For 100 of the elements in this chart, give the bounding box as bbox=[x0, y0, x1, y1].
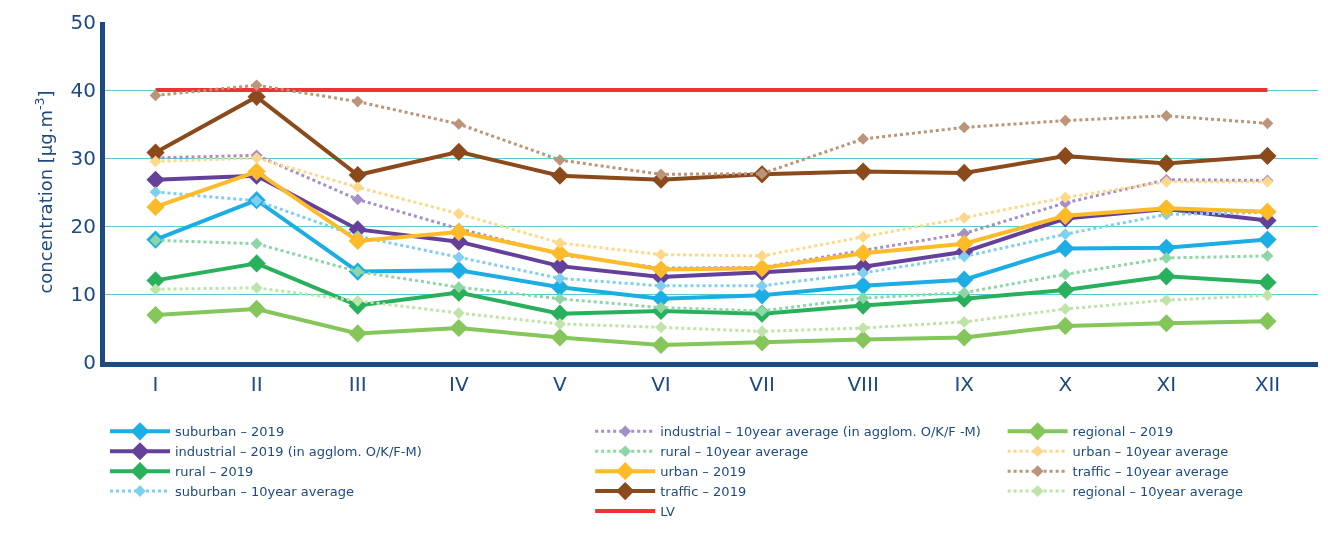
point bbox=[1261, 117, 1274, 130]
point bbox=[146, 305, 165, 325]
point bbox=[550, 166, 569, 185]
point bbox=[1056, 280, 1075, 300]
point bbox=[1258, 202, 1277, 221]
point bbox=[1261, 250, 1274, 262]
point bbox=[655, 279, 667, 292]
point bbox=[854, 330, 873, 349]
point bbox=[452, 307, 465, 319]
x-tick-label: VIII bbox=[847, 372, 879, 396]
point bbox=[756, 279, 768, 292]
point bbox=[752, 286, 772, 305]
y-tick-label: 0 bbox=[83, 350, 96, 374]
x-tick-label: VI bbox=[651, 372, 671, 396]
point bbox=[351, 181, 364, 194]
legend-label: urban – 10year average bbox=[1072, 444, 1229, 460]
point bbox=[250, 282, 263, 294]
point bbox=[1056, 316, 1075, 336]
point bbox=[149, 89, 162, 102]
point bbox=[1261, 289, 1274, 302]
point bbox=[756, 325, 768, 338]
x-tick-label: II bbox=[250, 372, 263, 396]
y-tick-label: 30 bbox=[70, 146, 96, 170]
point bbox=[854, 276, 873, 295]
point bbox=[1059, 303, 1072, 315]
point bbox=[1059, 191, 1072, 204]
point bbox=[449, 261, 468, 280]
y-tick-label: 50 bbox=[70, 10, 96, 34]
legend-label: traffic – 2019 bbox=[660, 484, 747, 500]
legend-label: rural – 2019 bbox=[175, 464, 254, 480]
point bbox=[250, 237, 263, 250]
point bbox=[449, 318, 468, 338]
point bbox=[149, 283, 162, 296]
legend-label: regional – 2019 bbox=[1072, 424, 1174, 440]
point bbox=[958, 316, 971, 328]
y-tick-label: 40 bbox=[70, 78, 96, 102]
x-tick-label: V bbox=[553, 372, 568, 396]
point bbox=[958, 211, 971, 224]
point bbox=[955, 270, 974, 289]
x-tick-label: III bbox=[348, 372, 367, 396]
point bbox=[550, 244, 569, 263]
point bbox=[1056, 146, 1075, 166]
point bbox=[452, 251, 465, 264]
x-tick-label: XII bbox=[1254, 372, 1281, 396]
point bbox=[651, 335, 671, 355]
x-tick-label: VII bbox=[749, 372, 775, 396]
point bbox=[1059, 114, 1072, 127]
point bbox=[452, 207, 465, 220]
legend-label: regional – 10year average bbox=[1072, 484, 1243, 500]
point bbox=[550, 257, 569, 276]
point bbox=[554, 318, 566, 330]
point bbox=[955, 163, 974, 183]
point bbox=[348, 324, 367, 343]
legend-label: industrial – 2019 (in agglom. O/K/F-M) bbox=[175, 444, 422, 460]
point bbox=[857, 231, 869, 243]
point bbox=[955, 328, 974, 347]
point bbox=[449, 223, 468, 242]
point bbox=[149, 155, 162, 168]
x-tick-label: XI bbox=[1156, 372, 1177, 396]
x-tick-label: IX bbox=[954, 372, 975, 396]
legend-label: suburban – 10year average bbox=[175, 484, 354, 500]
point bbox=[1157, 267, 1176, 286]
point bbox=[854, 162, 873, 181]
legend-label: industrial – 10year average (in agglom. O/K/F -M) bbox=[660, 424, 981, 440]
point bbox=[1160, 252, 1173, 264]
point bbox=[1258, 146, 1277, 166]
point bbox=[1157, 314, 1176, 333]
point bbox=[1059, 228, 1072, 241]
point bbox=[554, 292, 566, 305]
legend-label: rural – 10year average bbox=[660, 444, 809, 460]
point bbox=[1258, 230, 1277, 249]
point bbox=[348, 165, 367, 185]
point bbox=[149, 186, 162, 198]
point bbox=[452, 281, 465, 294]
point bbox=[752, 333, 772, 352]
point bbox=[452, 118, 465, 130]
legend-label: LV bbox=[660, 504, 676, 520]
legend-label: urban – 2019 bbox=[660, 464, 747, 480]
point bbox=[1160, 109, 1173, 122]
point bbox=[250, 79, 263, 92]
y-tick-label: 20 bbox=[70, 214, 96, 238]
point bbox=[854, 244, 873, 263]
point bbox=[348, 231, 367, 251]
point bbox=[752, 259, 772, 278]
point bbox=[958, 286, 971, 299]
legend-label: traffic – 10year average bbox=[1072, 464, 1229, 480]
point bbox=[857, 267, 869, 279]
x-tick-label: IV bbox=[448, 372, 469, 396]
point bbox=[1157, 154, 1176, 173]
point bbox=[554, 272, 566, 285]
point bbox=[1157, 238, 1176, 257]
point bbox=[550, 328, 569, 347]
point bbox=[1258, 312, 1277, 331]
point bbox=[655, 321, 667, 334]
point bbox=[449, 142, 468, 161]
point bbox=[554, 154, 566, 166]
point bbox=[247, 162, 266, 181]
legend-label: suburban – 2019 bbox=[175, 424, 285, 440]
point bbox=[247, 254, 266, 273]
point bbox=[857, 292, 869, 304]
